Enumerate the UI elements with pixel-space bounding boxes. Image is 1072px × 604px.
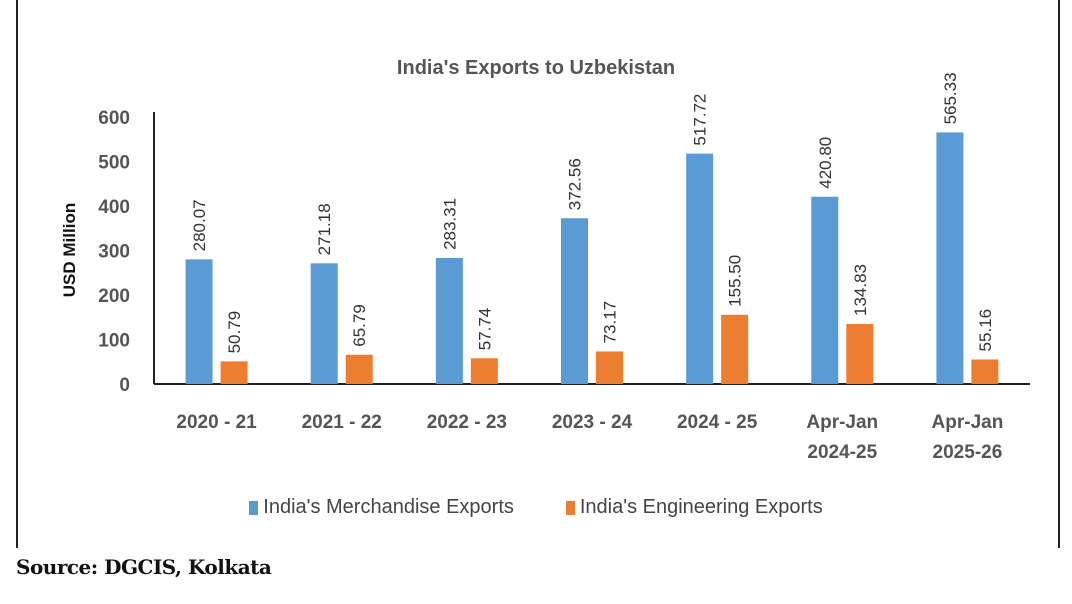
x-tick-label: 2024-25 (807, 442, 877, 463)
bar-merchandise (686, 153, 714, 384)
bar-merchandise (561, 218, 588, 384)
bar-engineering (846, 324, 874, 384)
data-label: 155.50 (726, 255, 745, 307)
data-label: 50.79 (225, 311, 244, 354)
data-label: 517.72 (691, 94, 710, 146)
bar-merchandise (185, 259, 213, 384)
data-label: 271.18 (315, 203, 334, 255)
x-tick-label: 2020 - 21 (176, 412, 257, 433)
data-label: 283.31 (440, 198, 459, 250)
y-tick-label: 100 (98, 331, 130, 352)
data-label: 420.80 (816, 137, 835, 189)
data-label: 65.79 (350, 304, 369, 347)
x-tick-label: 2022 - 23 (427, 412, 507, 433)
legend-item-engineering: India's Engineering Exports (565, 496, 823, 519)
data-label: 73.17 (601, 301, 620, 344)
legend: India's Merchandise Exports India's Engi… (0, 496, 1072, 519)
bar-engineering (220, 361, 248, 384)
data-label: 57.74 (475, 308, 494, 351)
y-tick-label: 400 (98, 197, 130, 218)
bar-engineering (721, 314, 749, 384)
legend-label-merchandise: India's Merchandise Exports (263, 496, 514, 518)
bar-engineering (596, 351, 623, 384)
source-note: Source: DGCIS, Kolkata (16, 555, 272, 579)
x-tick-label: 2025-26 (933, 442, 1003, 463)
chart-frame (16, 0, 1060, 548)
data-label: 55.16 (976, 309, 995, 352)
y-tick-label: 200 (98, 286, 130, 307)
bar-engineering (470, 358, 498, 384)
x-tick-label: 2021 - 22 (302, 412, 382, 433)
data-label: 372.56 (566, 158, 585, 210)
chart-title: India's Exports to Uzbekistan (397, 57, 675, 79)
bar-merchandise (936, 132, 964, 384)
x-tick-label: 2024 - 25 (677, 412, 758, 433)
y-tick-label: 300 (98, 242, 130, 263)
bar-merchandise (435, 257, 463, 384)
y-tick-label: 500 (98, 153, 130, 174)
bar-merchandise (811, 196, 839, 384)
legend-item-merchandise: India's Merchandise Exports (249, 496, 514, 519)
legend-swatch-engineering (565, 500, 575, 515)
x-tick-label: Apr-Jan (932, 412, 1004, 433)
bar-merchandise (310, 263, 338, 384)
legend-swatch-merchandise (249, 500, 259, 515)
data-label: 134.83 (851, 264, 870, 316)
y-axis-label: USD Million (60, 203, 79, 297)
bar-engineering (971, 359, 999, 384)
data-label: 280.07 (190, 199, 209, 251)
bar-engineering (345, 354, 373, 384)
x-tick-label: 2023 - 24 (552, 412, 633, 433)
y-tick-label: 0 (119, 375, 130, 396)
x-tick-label: Apr-Jan (806, 412, 878, 433)
data-label: 565.33 (941, 72, 960, 124)
y-tick-label: 600 (98, 108, 130, 129)
legend-label-engineering: India's Engineering Exports (579, 496, 823, 518)
